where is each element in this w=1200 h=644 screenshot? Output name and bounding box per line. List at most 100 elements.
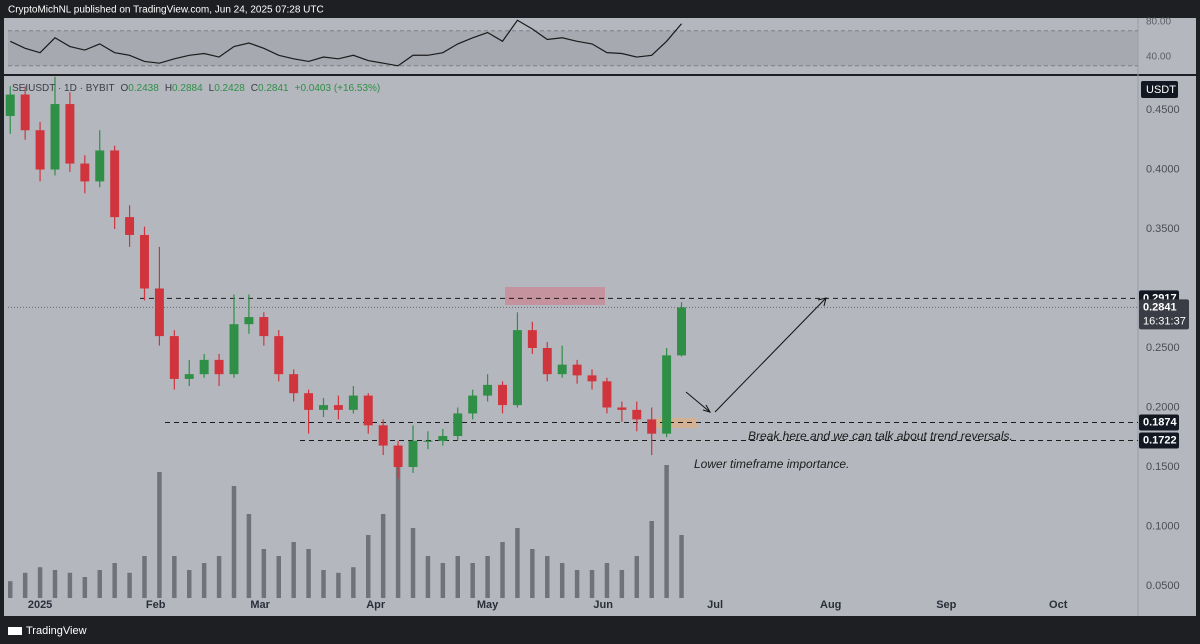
logo [8,627,22,635]
candle-body [289,374,299,394]
candle-body [125,217,135,235]
ohlc-key: O [120,83,128,94]
volume-bar [470,563,475,598]
plot: 80.00 40.00 0.0500 0.1000 0.1500 0.2000 0.2500… [5,17,1180,611]
candle-body [557,364,567,375]
ohlc-value: 0.2884 [172,83,203,94]
volume-bar [574,570,580,598]
volume-bar [291,542,296,598]
candle-body [35,130,45,170]
volume-bar [485,556,490,598]
volume-bar [8,581,13,598]
volume-bar [306,549,311,598]
y-tick-label: 0.4000 [1146,163,1180,175]
x-tick-label: Apr [366,599,386,611]
volume-bar [97,570,102,598]
level-box [1139,432,1179,449]
volume-bar [440,563,446,598]
candle-body [65,104,75,164]
annotation: Break here and we can talk about trend r… [748,429,1013,443]
volume-bar [112,563,117,598]
volume-bar [22,572,28,598]
y-tick-label: 0.1000 [1146,520,1180,532]
volume-bar [515,528,520,598]
candle-body [5,94,15,116]
candle-body [304,393,314,410]
arrow [714,297,827,413]
volume-bar [82,577,88,598]
candle-body [438,436,448,441]
y-tick-label: 0.0500 [1146,580,1180,592]
candle-body [333,405,343,410]
volume-bar [127,572,132,598]
candle-body [319,405,328,410]
candle-body [363,395,373,426]
volume-bar [216,556,222,598]
candle-body [512,330,522,406]
publisher: CryptoMichNL published on TradingView.co… [8,5,324,16]
annotation: Lower timeframe importance. [694,457,849,471]
volume-bar [664,465,669,598]
brand: TradingView [26,625,87,637]
candle-body [154,288,164,337]
candle-body [214,359,224,375]
volume-bar [679,535,684,598]
volume-bar [619,570,625,598]
price-pane [4,76,1196,616]
volume-bar [634,556,640,598]
candle-body [378,425,388,446]
y-tick-label: 0.3500 [1146,223,1180,235]
candle-body [647,419,657,434]
volume-bar [559,563,565,598]
candle-body [453,413,463,437]
volume-bar [380,514,386,598]
volume-bar [351,567,356,598]
resistance-zone [505,287,605,305]
x-tick-label: Oct [1049,599,1068,611]
candle-body [229,324,239,375]
volume-bar [425,556,431,598]
volume-bar [187,570,192,598]
countdown: 16:31:37 [1143,315,1186,327]
x-tick-label: Feb [146,599,166,611]
volume-bar [589,570,595,598]
volume-bar [67,572,73,598]
last-price-label: 0.2841 [1143,301,1177,313]
last-price-box [1139,299,1189,330]
symbol: SEIUSDT · 1D · BYBIT [12,83,115,94]
candle-body [632,409,642,420]
candle-body [80,163,90,182]
candle-body [110,150,120,218]
candle-body [617,407,627,410]
change: +0.0403 (+16.53%) [295,83,381,94]
candle-body [572,364,582,376]
y-tick-label: 0.4500 [1146,104,1180,116]
arrow-head [817,297,827,307]
level-label: 0.1722 [1143,434,1177,446]
ohlc-key: L [209,83,215,94]
candle-body [199,359,209,375]
volume-bar [172,556,177,598]
volume-bar [336,572,341,598]
candle-body [348,395,358,410]
rsi-line [9,19,682,67]
volume-bar [157,472,162,598]
volume-bar [52,570,58,598]
volume-bar [530,549,535,598]
candle-body [527,330,537,348]
candle-body [169,336,179,379]
ohlc-value: 0.2428 [214,83,245,94]
candle-body [408,440,418,467]
candle-body [498,384,507,406]
arrow-head [702,404,712,413]
volume-bar [500,542,505,598]
candle-body [259,317,269,337]
candle-body [393,445,403,467]
volume-bar [142,556,147,598]
y-tick-label: 0.2000 [1146,401,1180,413]
candle-body [483,384,493,396]
volume-bar [201,563,207,598]
volume-bar [231,486,237,598]
volume-bar [649,521,654,598]
